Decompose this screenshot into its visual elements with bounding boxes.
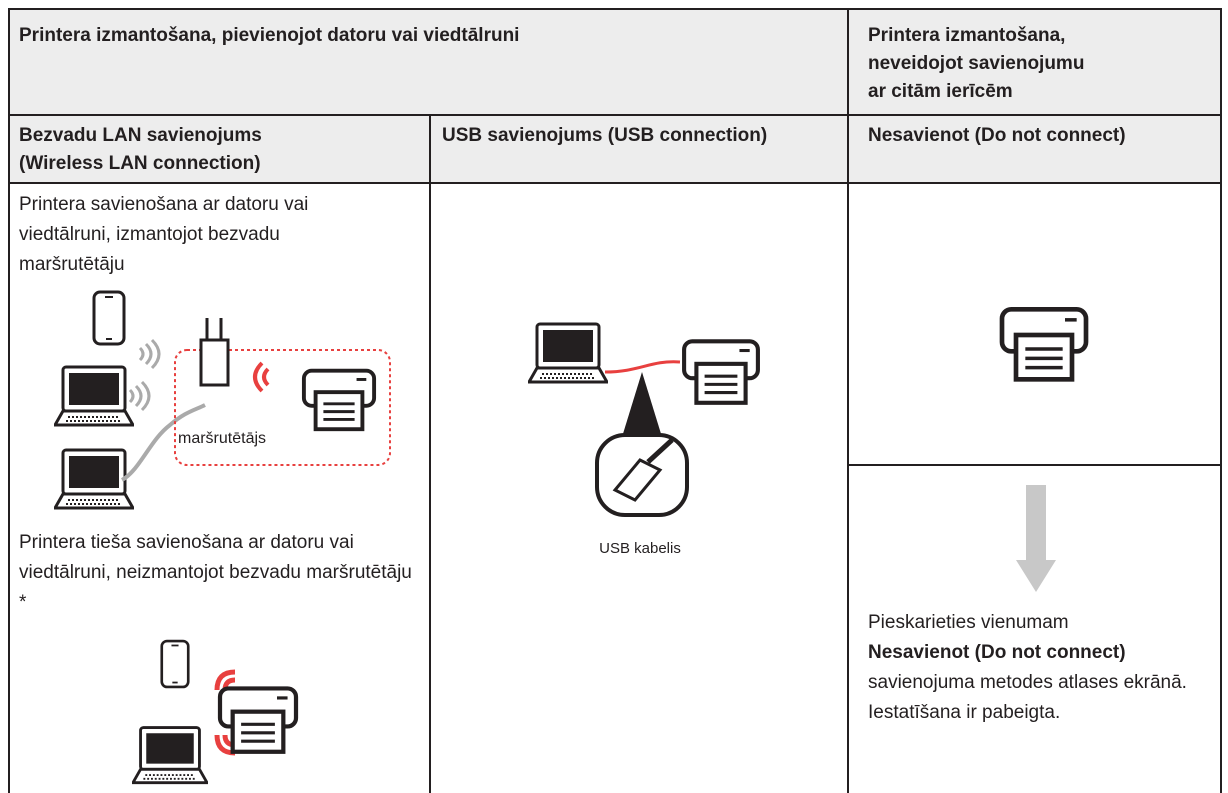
instruction: Pieskarieties vienumam Nesavienot (Do no… [868, 608, 1218, 728]
column-title: USB savienojums (USB connection) [442, 125, 768, 146]
column-title-line: (Wireless LAN connection) [19, 153, 261, 174]
caption: Printera tieša savienošana ar datoru vai… [19, 532, 412, 613]
header-line: Printera izmantošana, [868, 25, 1066, 46]
header-line: neveidojot savienojumu [868, 53, 1085, 74]
router-label: maršrutētājs [178, 430, 267, 447]
header-line: ar citām ierīcēm [868, 81, 1013, 102]
header-title: Printera izmantošana, neveidojot savieno… [868, 22, 1084, 106]
cable-label: USB kabelis [599, 540, 681, 557]
instruction-text: savienojuma metodes atlases ekrānā. Iest… [868, 672, 1187, 723]
column-title-line: Bezvadu LAN savienojums [19, 125, 262, 146]
instruction-bold: Nesavienot (Do not connect) [868, 642, 1126, 663]
column-title: Nesavienot (Do not connect) [868, 125, 1126, 146]
header-title: Printera izmantošana, pievienojot datoru… [19, 25, 520, 46]
column-title: Bezvadu LAN savienojums (Wireless LAN co… [19, 122, 262, 178]
header-bg [8, 8, 1222, 183]
instruction-text: Pieskarieties vienumam [868, 612, 1069, 633]
caption: Printera savienošana ar datoru vai viedt… [19, 194, 309, 275]
